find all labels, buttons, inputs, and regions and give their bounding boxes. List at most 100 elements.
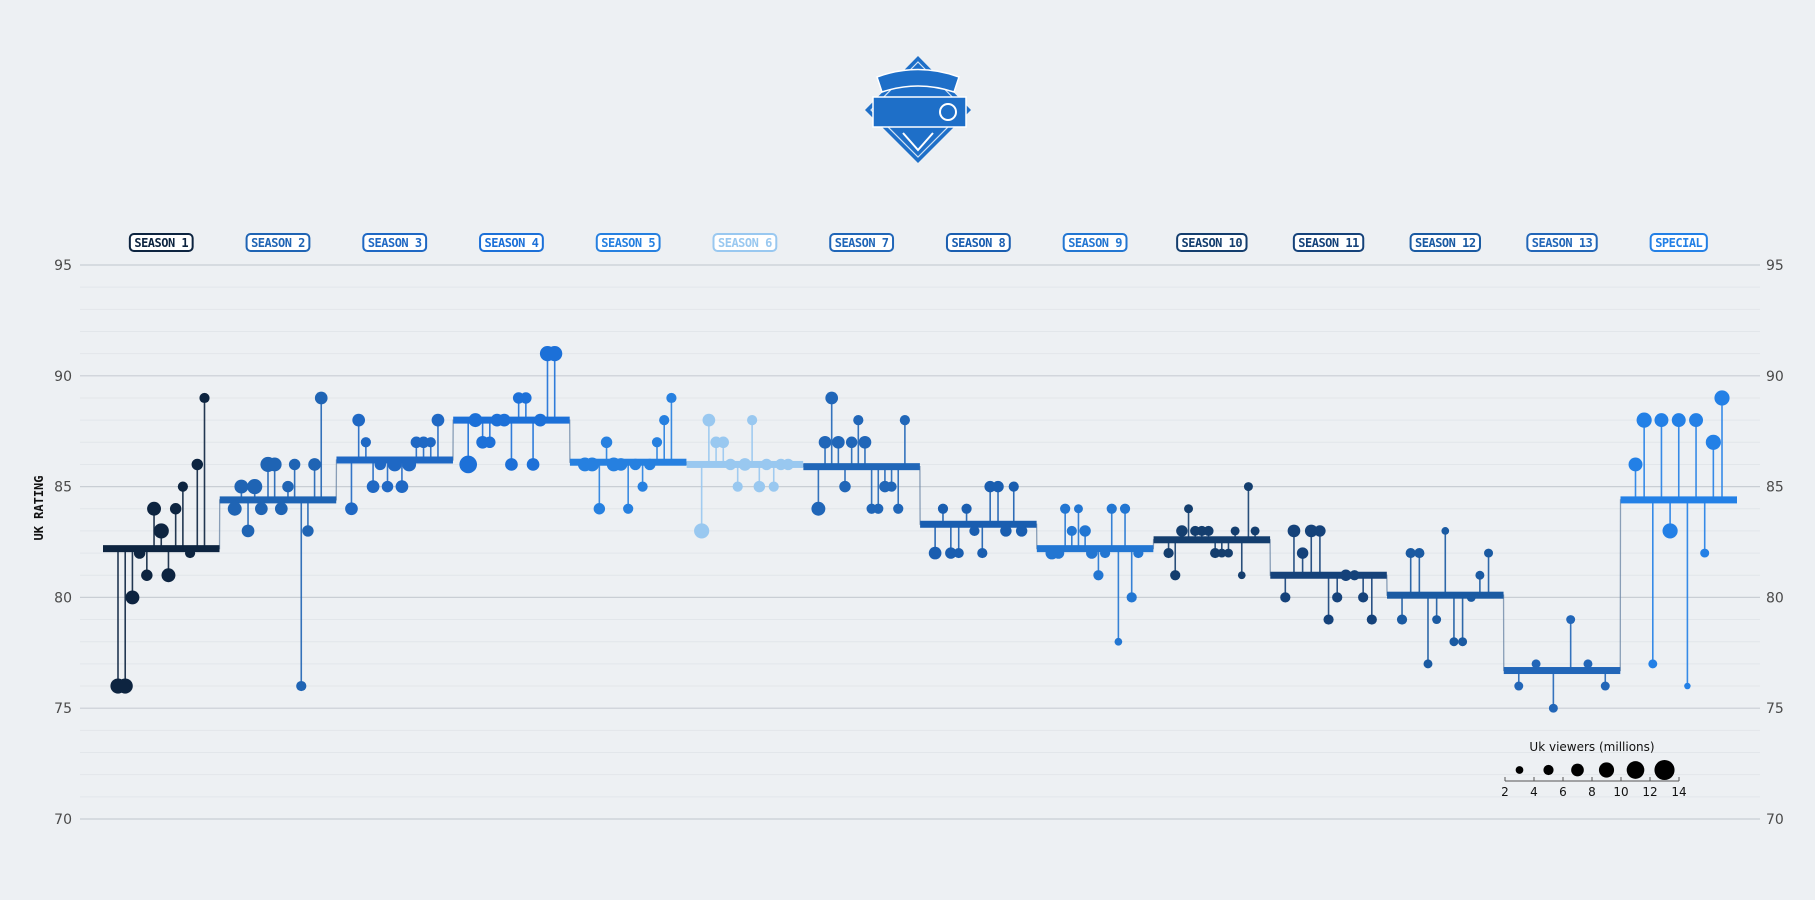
episode-point (1052, 547, 1065, 559)
episode-point (1066, 525, 1077, 537)
season-group (219, 391, 337, 692)
episode-point (1250, 526, 1260, 536)
episode-point (614, 458, 628, 471)
episode-point (497, 413, 511, 427)
season-label-badge: SEASON 4 (479, 233, 544, 252)
episode-point (1184, 504, 1194, 514)
episode-point (1000, 525, 1012, 537)
episode-point (1126, 592, 1137, 603)
episode-point (1217, 548, 1227, 558)
y-tick-label-left: 85 (54, 480, 72, 496)
season-label: SEASON 13 (1532, 236, 1593, 250)
episode-point (1314, 525, 1326, 537)
episode-point (717, 436, 729, 448)
episode-point (505, 458, 518, 471)
episode-point (547, 346, 563, 362)
episode-point (468, 413, 483, 428)
episode-point (184, 547, 196, 559)
episode-point (425, 437, 436, 448)
season-label: SEASON 10 (1182, 236, 1243, 250)
doctor-who-logo (865, 56, 971, 163)
episode-point (1163, 547, 1174, 559)
episode-point (308, 458, 321, 471)
episode-point (1114, 637, 1123, 646)
season-group (453, 346, 570, 474)
episode-point (117, 678, 133, 694)
legend-dot (1543, 764, 1554, 776)
season-group (1153, 482, 1271, 581)
episode-point (961, 503, 972, 514)
season-label: SPECIAL (1655, 236, 1702, 250)
episode-point (431, 413, 445, 427)
episode-point (747, 415, 758, 426)
season-label-frame (1062, 233, 1128, 252)
episode-point (234, 479, 249, 494)
season-label: SEASON 4 (485, 236, 539, 250)
episode-point (366, 480, 380, 493)
episode-point (1086, 547, 1098, 559)
episode-point (694, 523, 710, 539)
episode-point (282, 480, 294, 493)
episode-point (768, 481, 779, 492)
episode-point (1210, 547, 1221, 559)
episode-point (169, 503, 182, 515)
legend-tick-label: 10 (1613, 785, 1628, 799)
episode-point (1662, 523, 1678, 539)
season-label-frame (479, 233, 544, 252)
episode-point (1060, 503, 1071, 514)
legend-tick-label: 12 (1642, 785, 1657, 799)
legend-title: Uk viewers (millions) (1529, 740, 1654, 754)
legend-dot (1515, 766, 1524, 774)
y-tick-label-right: 70 (1766, 812, 1784, 828)
episode-point (1654, 413, 1669, 428)
y-tick-label-right: 90 (1766, 369, 1784, 385)
episode-point (651, 437, 663, 448)
episode-point (732, 481, 743, 492)
episode-point (520, 392, 532, 404)
episode-point (1583, 659, 1593, 669)
episode-point (1531, 659, 1541, 669)
episode-point (637, 481, 648, 492)
y-tick-label-left: 75 (54, 701, 72, 717)
episode-point (1223, 548, 1233, 558)
episode-point (1458, 637, 1468, 647)
episode-point (227, 501, 242, 516)
episode-point (345, 502, 358, 516)
episode-point (724, 458, 737, 471)
episode-point (1405, 547, 1416, 559)
episode-point (585, 457, 600, 472)
episode-point (1015, 525, 1028, 537)
season-label-frame (1526, 233, 1598, 252)
season-label: SEASON 8 (951, 236, 1005, 250)
episode-point (1176, 525, 1188, 537)
episode-point (526, 458, 540, 471)
season-label-frame (829, 233, 895, 252)
episode-point (1008, 481, 1019, 492)
episode-point (267, 457, 282, 472)
episode-point (1423, 659, 1433, 669)
episode-point (381, 480, 394, 493)
episode-point (1648, 659, 1658, 669)
episode-point (1073, 504, 1083, 514)
episode-point (818, 435, 832, 449)
episode-point (1475, 570, 1485, 580)
episode-point (1705, 434, 1721, 450)
season-label: SEASON 9 (1068, 236, 1122, 250)
season-group (1620, 390, 1737, 690)
episode-point (782, 458, 794, 471)
episode-point (153, 523, 169, 539)
season-group (336, 413, 453, 516)
season-label: SEASON 7 (835, 236, 889, 250)
season-label-badge: SEASON 3 (362, 233, 428, 252)
season-label-frame (362, 233, 428, 252)
season-label: SEASON 2 (251, 236, 305, 250)
episode-point (402, 457, 417, 472)
episode-point (395, 480, 409, 493)
season-label-badge: SEASON 11 (1292, 233, 1365, 252)
episode-point (953, 547, 964, 559)
episode-point (199, 392, 210, 404)
episode-point (255, 502, 268, 516)
episode-point (899, 415, 910, 426)
episode-point (825, 391, 839, 405)
season-group (686, 413, 804, 539)
